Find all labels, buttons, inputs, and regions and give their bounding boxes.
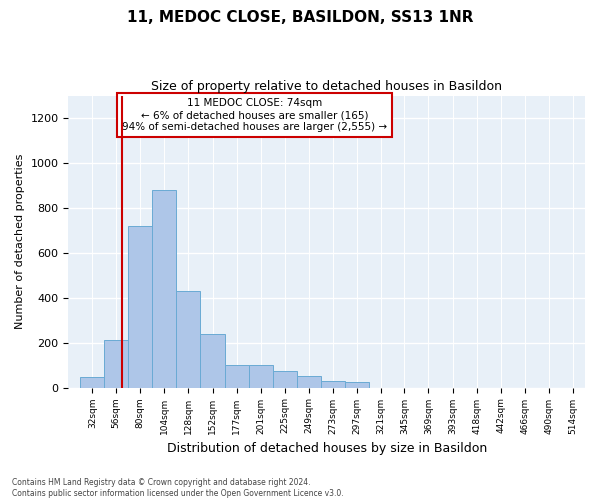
Bar <box>152 190 176 388</box>
Text: 11 MEDOC CLOSE: 74sqm
← 6% of detached houses are smaller (165)
94% of semi-deta: 11 MEDOC CLOSE: 74sqm ← 6% of detached h… <box>122 98 387 132</box>
Bar <box>128 226 152 388</box>
Bar <box>273 370 297 388</box>
Bar <box>176 291 200 388</box>
Bar <box>200 334 225 388</box>
Bar <box>104 340 128 388</box>
Bar <box>321 381 344 388</box>
Text: 11, MEDOC CLOSE, BASILDON, SS13 1NR: 11, MEDOC CLOSE, BASILDON, SS13 1NR <box>127 10 473 25</box>
Bar <box>297 376 321 388</box>
Bar <box>249 365 273 388</box>
Y-axis label: Number of detached properties: Number of detached properties <box>15 154 25 329</box>
Text: Contains HM Land Registry data © Crown copyright and database right 2024.
Contai: Contains HM Land Registry data © Crown c… <box>12 478 344 498</box>
X-axis label: Distribution of detached houses by size in Basildon: Distribution of detached houses by size … <box>167 442 487 455</box>
Bar <box>80 378 104 388</box>
Bar <box>225 365 249 388</box>
Bar <box>344 382 368 388</box>
Title: Size of property relative to detached houses in Basildon: Size of property relative to detached ho… <box>151 80 502 93</box>
